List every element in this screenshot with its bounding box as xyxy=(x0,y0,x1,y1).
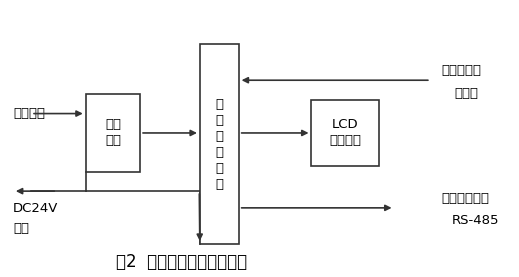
Text: 输出: 输出 xyxy=(13,222,29,235)
Text: DC24V: DC24V xyxy=(13,202,58,215)
Text: LCD
显示模块: LCD 显示模块 xyxy=(329,119,361,147)
Text: RS-485: RS-485 xyxy=(452,214,499,227)
Text: 入信号: 入信号 xyxy=(454,87,478,100)
Text: 电源
模块: 电源 模块 xyxy=(105,119,121,147)
Bar xyxy=(311,100,379,166)
Text: 串行数据信号: 串行数据信号 xyxy=(441,192,489,205)
Text: 图2  现场显示单元原理框图: 图2 现场显示单元原理框图 xyxy=(116,253,247,271)
Text: 液位数据输: 液位数据输 xyxy=(441,65,481,78)
Bar xyxy=(200,44,239,244)
Text: 供电电源: 供电电源 xyxy=(13,107,45,120)
Bar xyxy=(86,94,140,172)
Text: 显
示
接
口
电
路: 显 示 接 口 电 路 xyxy=(215,98,223,191)
